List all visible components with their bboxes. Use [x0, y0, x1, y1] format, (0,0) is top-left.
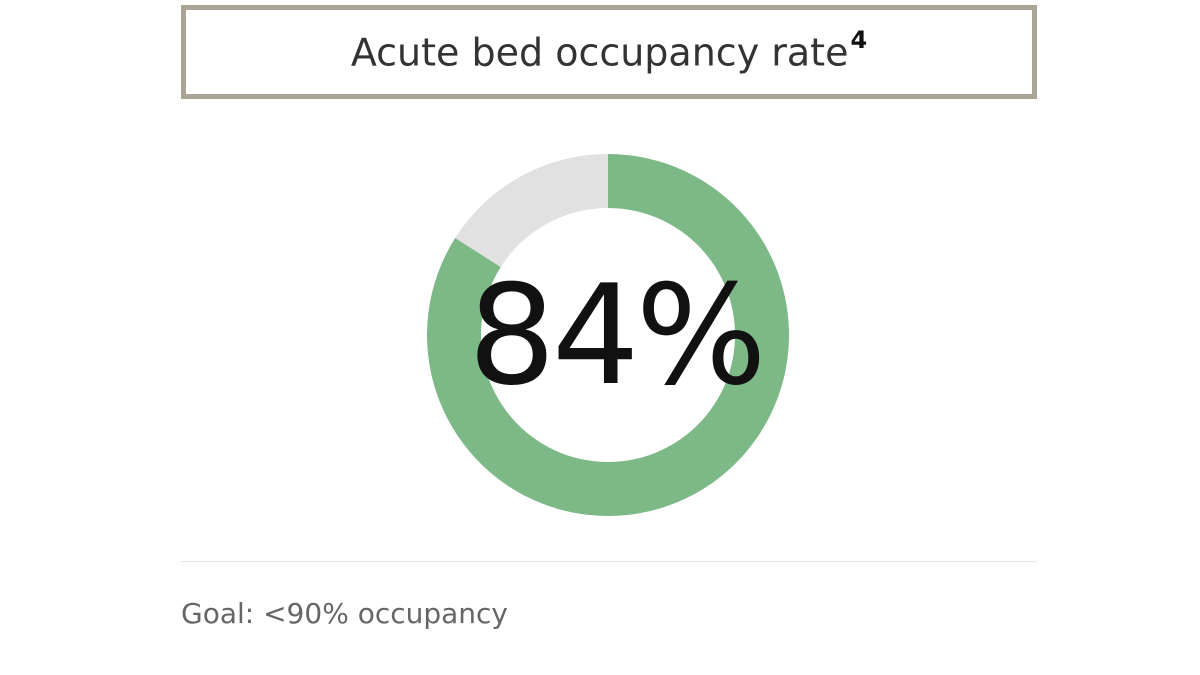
footnote-marker: 4	[850, 25, 868, 54]
donut-slice-occupied	[426, 154, 789, 516]
chart-title-text: Acute bed occupancy rate	[350, 30, 849, 75]
donut-chart	[425, 152, 791, 518]
donut-slice-remaining	[455, 154, 608, 267]
chart-title: Acute bed occupancy rate4	[350, 26, 867, 75]
occupancy-value: 84%	[468, 254, 767, 416]
donut-chart-svg	[426, 154, 789, 516]
divider	[181, 561, 1037, 562]
title-box: Acute bed occupancy rate4	[181, 5, 1037, 99]
goal-text: Goal: <90% occupancy	[181, 597, 509, 630]
